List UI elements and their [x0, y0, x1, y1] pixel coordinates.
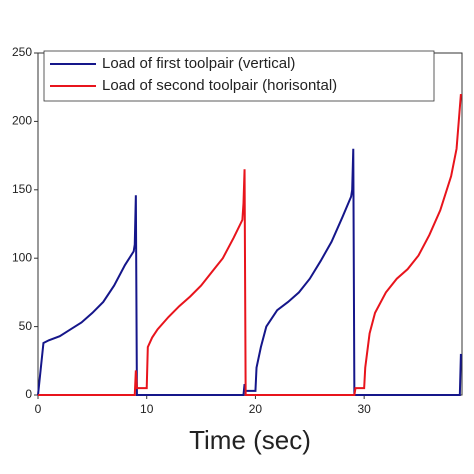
x-tick-label: 10: [140, 402, 154, 416]
y-tick-label: 100: [12, 250, 32, 264]
y-tick-label: 0: [25, 387, 32, 401]
legend-label: Load of first toolpair (vertical): [102, 55, 295, 72]
y-tick-label: 50: [19, 319, 33, 333]
x-tick-label: 0: [35, 402, 42, 416]
x-axis-label: Time (sec): [189, 425, 311, 455]
y-tick-label: 200: [12, 114, 32, 128]
y-tick-label: 150: [12, 182, 32, 196]
x-tick-label: 20: [249, 402, 263, 416]
data-line: [37, 148, 462, 396]
legend-label: Load of second toolpair (horisontal): [102, 77, 337, 94]
data-line: [38, 93, 462, 396]
y-tick-label: 250: [12, 45, 32, 59]
x-tick-label: 30: [357, 402, 371, 416]
legend-box: [43, 50, 435, 102]
plot-frame: [37, 52, 463, 396]
